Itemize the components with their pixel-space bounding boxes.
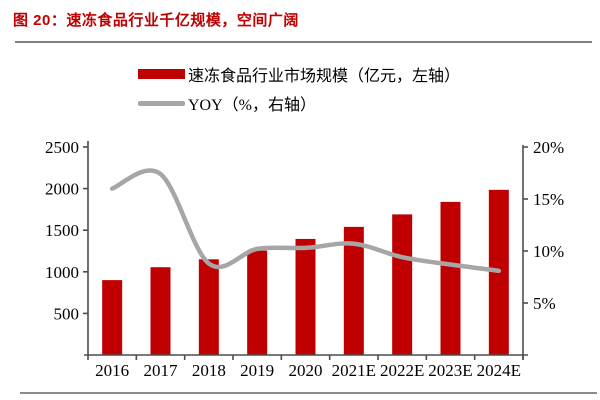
legend-label-market-size: 速冻食品行业市场规模（亿元，左轴）: [188, 68, 461, 85]
x-axis-label: 2020: [289, 361, 323, 380]
right-axis-label: 20%: [533, 138, 564, 157]
x-axis-label: 2018: [192, 361, 226, 380]
legend-item-market-size: 速冻食品行业市场规模（亿元，左轴）: [138, 64, 461, 85]
figure-title: 图 20：速冻食品行业千亿规模，空间广阔: [13, 12, 299, 29]
legend-line-swatch: [138, 100, 185, 106]
x-axis-label: 2023E: [428, 361, 472, 380]
x-axis-label: 2021E: [332, 361, 376, 380]
bar-2016: [102, 280, 123, 355]
right-axis-label: 10%: [533, 242, 564, 261]
bar-2021E: [343, 226, 364, 355]
figure-bottom-border: [20, 392, 597, 394]
x-axis-label: 2024E: [477, 361, 521, 380]
right-axis-label: 15%: [533, 190, 564, 209]
bar-2017: [150, 267, 171, 355]
left-axis-label: 500: [54, 304, 80, 323]
legend-item-yoy: YOY（%，右轴）: [138, 93, 460, 114]
left-axis-label: 1500: [45, 221, 79, 240]
chart-legend: 速冻食品行业市场规模（亿元，左轴） YOY（%，右轴）: [138, 64, 461, 114]
bar-2023E: [440, 201, 461, 355]
legend-label-yoy: YOY（%，右轴）: [188, 97, 316, 114]
x-axis-label: 2016: [95, 361, 129, 380]
left-axis-label: 2000: [45, 180, 79, 199]
bar-2022E: [392, 214, 413, 355]
legend-bar-swatch: [138, 69, 185, 79]
yoy-line: [109, 168, 502, 274]
left-axis-label: 2500: [45, 138, 79, 157]
x-axis-label: 2022E: [380, 361, 424, 380]
bar-2019: [247, 250, 268, 355]
bar-line-chart: 500 1000 1500 2000 2500 5% 10% 15% 20% 2016 2017 20…: [45, 138, 564, 380]
x-axis-label: 2019: [240, 361, 274, 380]
x-axis-label: 2017: [144, 361, 179, 380]
right-axis-label: 5%: [533, 294, 556, 313]
title-divider: [15, 41, 592, 43]
bar-2020: [295, 238, 316, 355]
bar-2018: [198, 259, 219, 355]
left-axis-label: 1000: [45, 263, 79, 282]
